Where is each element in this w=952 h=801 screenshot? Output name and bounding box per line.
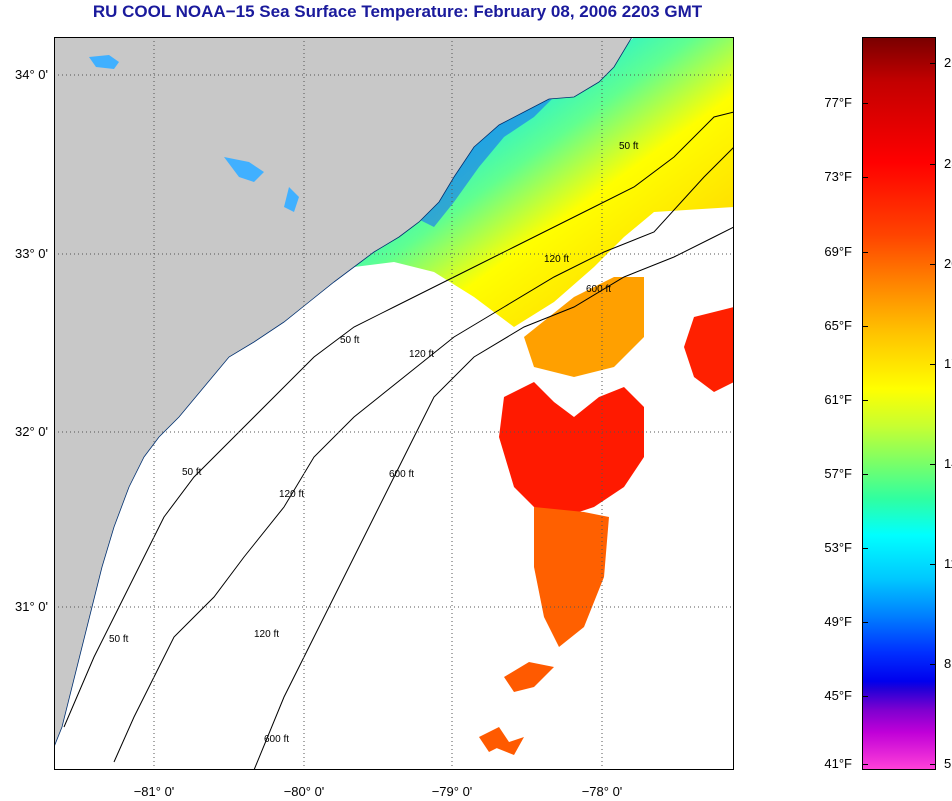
sst-orange-band [524,277,644,377]
colorbar-tick [862,103,868,104]
colorbar-fahrenheit-label: 49°F [824,614,852,629]
contour-label-120ft-north: 120 ft [544,254,569,265]
colorbar-tick [930,364,936,365]
map-frame [54,37,734,770]
inland-water [89,55,299,212]
contour-label-50ft-north: 50 ft [619,141,639,152]
colorbar-tick [930,164,936,165]
land-mass [54,37,633,748]
lon-label-79: −79° 0' [431,784,473,799]
colorbar-tick [862,177,868,178]
colorbar-fahrenheit-label: 41°F [824,756,852,771]
colorbar-tick [930,664,936,665]
colorbar-fahrenheit-label: 53°F [824,540,852,555]
colorbar-fahrenheit-label: 45°F [824,688,852,703]
temperature-colorbar: 77°F 73°F 69°F 65°F 61°F 57°F 53°F 49°F 45°F 41°F… [824,37,952,771]
lon-label-81: −81° 0' [133,784,175,799]
graticule [54,37,734,770]
colorbar-celsius-label: 8°C [944,656,952,671]
colorbar-tick [862,474,868,475]
sst-east-red [684,307,734,392]
lat-label-34: 34° 0' [15,67,48,82]
sst-coastal-blue [414,97,554,227]
colorbar-tick [930,63,936,64]
colorbar-celsius-label: 26°C [944,55,952,70]
lat-label-32: 32° 0' [15,424,48,439]
colorbar-fahrenheit-label: 69°F [824,244,852,259]
contour-label-50ft-far-south: 50 ft [109,634,129,645]
colorbar-tick [862,548,868,549]
sst-map[interactable]: 50 ft 50 ft 50 ft 50 ft 120 ft 120 ft 12… [54,37,734,770]
colorbar-celsius-label: 20°C [944,256,952,271]
colorbar-celsius-label: 5°C [944,756,952,771]
contour-label-600ft-south: 600 ft [264,734,289,745]
colorbar-tick [862,326,868,327]
colorbar-fahrenheit-label: 77°F [824,95,852,110]
colorbar-tick [930,564,936,565]
colorbar-tick [930,764,936,765]
lon-label-80: −80° 0' [283,784,325,799]
lat-label-33: 33° 0' [15,246,48,261]
colorbar-tick [930,264,936,265]
colorbar-tick [862,622,868,623]
contour-label-120ft-far-south: 120 ft [254,629,279,640]
contour-label-50ft-south: 50 ft [182,467,202,478]
sst-scatter-south [479,662,554,755]
map-canvas[interactable]: 50 ft 50 ft 50 ft 50 ft 120 ft 120 ft 12… [54,37,734,770]
contour-label-120ft-south: 120 ft [279,489,304,500]
contour-label-120ft-mid: 120 ft [409,349,434,360]
colorbar-fahrenheit-label: 73°F [824,169,852,184]
contour-label-600ft-mid: 600 ft [389,469,414,480]
colorbar-fahrenheit-label: 61°F [824,392,852,407]
colorbar-tick [862,764,868,765]
colorbar-tick [862,400,868,401]
colorbar-fahrenheit-label: 65°F [824,318,852,333]
colorbar-tick [862,696,868,697]
lat-label-31: 31° 0' [15,599,48,614]
colorbar-celsius-label: 23°C [944,156,952,171]
depth-contours [63,111,734,770]
page-title: RU COOL NOAA−15 Sea Surface Temperature:… [92,2,703,21]
contour-label-50ft-mid: 50 ft [340,335,360,346]
colorbar-tick [862,252,868,253]
colorbar-tick [930,464,936,465]
colorbar-celsius-label: 11°C [944,556,952,571]
sst-gulfstream-orange [534,507,609,647]
colorbar-celsius-label: 17°C [944,356,952,371]
colorbar-fahrenheit-label: 57°F [824,466,852,481]
lon-label-78: −78° 0' [581,784,623,799]
sst-gulfstream-red [499,382,644,517]
colorbar-celsius-label: 14°C [944,456,952,471]
colorbar-gradient [862,37,936,770]
contour-label-600ft-north: 600 ft [586,284,611,295]
